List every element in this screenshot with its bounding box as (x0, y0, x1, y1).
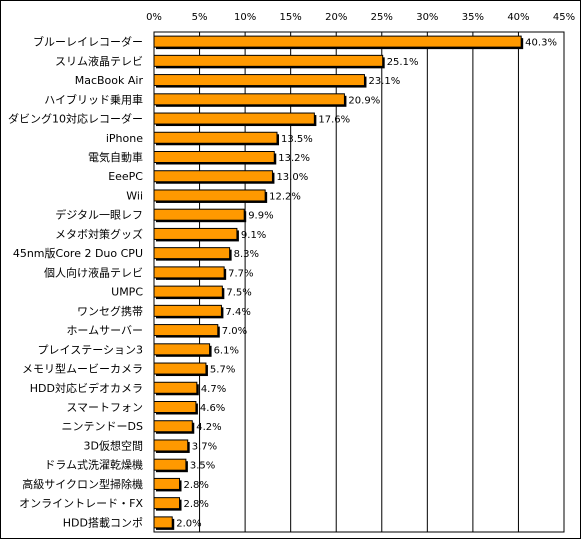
category-label: ニンテンドーDS (62, 420, 143, 433)
value-label: 3.5% (190, 461, 215, 472)
bar (153, 170, 273, 183)
x-tick-label: 0% (146, 12, 162, 23)
value-label: 7.4% (225, 307, 250, 318)
bar (153, 420, 193, 433)
value-label: 7.5% (226, 288, 251, 299)
bar (153, 54, 384, 67)
x-axis-ticks: 0% 5% 10% 15% 20% 25% 30% 35% 40% 45% (146, 12, 575, 23)
category-label: MacBook Air (75, 74, 144, 87)
category-label: メモリ型ムービーカメラ (22, 362, 143, 376)
bar (153, 93, 345, 106)
value-label: 7.0% (222, 326, 247, 337)
bar (153, 343, 211, 356)
value-label: 12.2% (269, 191, 301, 202)
category-label: プレイステーション3 (38, 343, 143, 356)
category-label: 電気自動車 (88, 150, 143, 164)
bar (153, 324, 219, 337)
value-labels: 40.3% 25.1% 23.1% 20.9% 17.6% 13.5% 13.2% 13.0%… (176, 38, 557, 530)
category-label: スマートフォン (66, 401, 143, 414)
value-label: 20.9% (348, 95, 380, 106)
category-label: 45nm版Core 2 Duo CPU (13, 246, 143, 260)
category-label: ホームサーバー (66, 324, 143, 337)
category-label: スリム液晶テレビ (55, 54, 143, 68)
bar (153, 497, 181, 510)
bar (153, 516, 173, 529)
bar (153, 477, 181, 490)
bar (153, 304, 222, 317)
bar (153, 208, 245, 221)
bar (153, 227, 238, 240)
value-label: 8.3% (234, 249, 259, 260)
value-label: 23.1% (368, 76, 400, 87)
value-label: 2.8% (184, 480, 209, 491)
category-label: デジタル一眼レフ (55, 208, 143, 222)
category-label: メタボ対策グッズ (55, 227, 143, 241)
category-label: iPhone (106, 132, 143, 145)
x-tick-label: 20% (325, 12, 347, 23)
x-tick-label: 10% (234, 12, 256, 23)
value-label: 25.1% (387, 57, 419, 68)
x-tick-label: 25% (371, 12, 393, 23)
bar (153, 266, 225, 279)
value-label: 6.1% (214, 345, 239, 356)
category-label: ダビング10対応レコーダー (8, 112, 143, 126)
x-tick-label: 15% (280, 12, 302, 23)
value-label: 2.0% (176, 518, 201, 529)
value-label: 13.5% (281, 134, 313, 145)
x-tick-label: 45% (553, 12, 575, 23)
value-label: 4.6% (200, 403, 225, 414)
x-tick-label: 35% (462, 12, 484, 23)
bar (153, 285, 223, 298)
category-label: Wii (126, 189, 143, 202)
value-label: 4.7% (201, 384, 226, 395)
value-label: 17.6% (318, 115, 350, 126)
category-label: HDD搭載コンポ (63, 516, 143, 529)
category-label: 3D仮想空間 (84, 438, 143, 452)
bar (153, 35, 522, 48)
bar (153, 131, 278, 144)
bar (153, 247, 231, 260)
bars (153, 35, 524, 530)
value-label: 5.7% (210, 365, 235, 376)
bar (153, 362, 207, 375)
value-label: 13.0% (276, 172, 308, 183)
gridlines (153, 32, 565, 532)
category-label: ハイブリッド乗用車 (44, 92, 143, 106)
bar (153, 112, 315, 125)
bar (153, 439, 189, 452)
plot-border (153, 31, 565, 533)
x-tick-label: 30% (416, 12, 438, 23)
value-label: 3.7% (192, 441, 217, 452)
value-label: 13.2% (278, 153, 310, 164)
category-label: ワンセグ携帯 (77, 304, 143, 318)
value-label: 2.8% (184, 499, 209, 510)
value-label: 40.3% (525, 38, 557, 49)
x-tick-label: 5% (192, 12, 208, 23)
bar (153, 381, 198, 394)
bar (153, 458, 187, 471)
category-label: 高級サイクロン型掃除機 (22, 477, 143, 491)
bar (153, 189, 266, 202)
category-label: HDD対応ビデオカメラ (30, 381, 143, 395)
x-tick-label: 40% (507, 12, 529, 23)
value-label: 7.7% (228, 268, 253, 279)
bar (153, 151, 275, 163)
bar (153, 74, 365, 87)
bar (153, 401, 197, 413)
value-label: 9.1% (241, 230, 266, 241)
value-label: 9.9% (248, 211, 273, 222)
category-label: UMPC (111, 286, 143, 299)
category-label: ブルーレイレコーダー (33, 35, 143, 49)
category-label: オンライントレード・FX (19, 497, 143, 510)
category-label: EeePC (108, 170, 143, 183)
category-label: 個人向け液晶テレビ (44, 265, 143, 279)
value-label: 4.2% (196, 422, 221, 433)
category-label: ドラム式洗濯乾燥機 (44, 458, 143, 472)
